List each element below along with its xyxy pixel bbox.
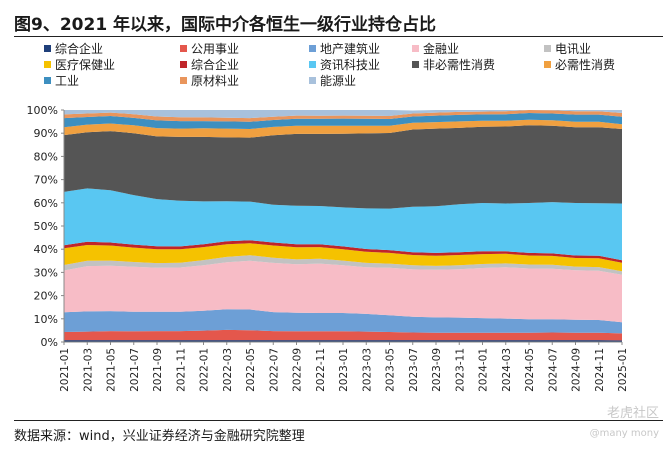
x-tick-label: 2022-05 xyxy=(245,348,257,392)
legend-label: 公用事业 xyxy=(191,42,240,56)
x-tick-label: 2023-09 xyxy=(431,348,443,392)
legend-label: 综合企业 xyxy=(55,42,104,56)
legend-item: 金融业 xyxy=(412,40,459,57)
x-tick-label: 2024-11 xyxy=(594,348,606,392)
x-tick-label: 2024-07 xyxy=(547,348,559,392)
legend-item: 原材料业 xyxy=(180,72,239,89)
legend-item: 能源业 xyxy=(309,72,356,89)
legend-swatch xyxy=(44,61,51,68)
x-tick-label: 2021-01 xyxy=(59,348,71,392)
legend-label: 工业 xyxy=(55,74,80,88)
y-tick-label: 80% xyxy=(34,150,58,163)
watermark-user: @many mony xyxy=(589,428,659,439)
legend-swatch xyxy=(180,45,187,52)
y-tick-label: 10% xyxy=(34,313,58,326)
legend-swatch xyxy=(412,45,419,52)
legend-label: 医疗保健业 xyxy=(55,58,116,72)
x-tick-label: 2022-07 xyxy=(268,348,280,392)
legend-item: 非必需性消费 xyxy=(412,56,495,73)
legend-item: 电讯业 xyxy=(544,40,591,57)
legend-label: 原材料业 xyxy=(191,74,240,88)
area-series-2 xyxy=(64,329,622,341)
y-tick-label: 70% xyxy=(34,174,58,187)
legend-item: 资讯科技业 xyxy=(309,56,380,73)
legend-swatch xyxy=(544,45,551,52)
legend-swatch xyxy=(180,77,187,84)
x-tick-label: 2021-11 xyxy=(175,348,187,392)
x-tick-label: 2022-09 xyxy=(292,348,304,392)
x-tick-label: 2021-09 xyxy=(152,348,164,392)
x-tick-label: 2023-03 xyxy=(361,348,373,392)
legend-item: 综合企业 xyxy=(44,40,103,57)
y-tick-label: 20% xyxy=(34,290,58,303)
area-series-4 xyxy=(64,260,622,323)
legend-label: 必需性消费 xyxy=(555,58,616,72)
footer-divider xyxy=(14,420,663,421)
legend-label: 电讯业 xyxy=(555,42,592,56)
area-series-3 xyxy=(64,309,622,334)
area-series-7 xyxy=(64,240,622,263)
x-tick-label: 2022-01 xyxy=(199,348,211,392)
x-tick-label: 2022-03 xyxy=(222,348,234,392)
x-tick-label: 2021-05 xyxy=(106,348,118,392)
y-tick-label: 60% xyxy=(34,197,58,210)
x-tick-label: 2023-05 xyxy=(385,348,397,392)
y-tick-label: 40% xyxy=(34,243,58,256)
area-series-12 xyxy=(64,110,622,122)
y-tick-label: 50% xyxy=(34,220,58,233)
legend-swatch xyxy=(180,61,187,68)
x-tick-label: 2025-01 xyxy=(617,348,629,392)
x-tick-label: 2023-11 xyxy=(454,348,466,392)
area-series-9 xyxy=(64,125,622,209)
legend-label: 金融业 xyxy=(423,42,460,56)
legend-label: 能源业 xyxy=(320,74,357,88)
legend-item: 工业 xyxy=(44,72,79,89)
legend-item: 综合企业 xyxy=(180,56,239,73)
legend-swatch xyxy=(309,61,316,68)
area-series-8 xyxy=(64,188,622,261)
x-tick-label: 2022-11 xyxy=(315,348,327,392)
title-bar: 图9、2021 年以来，国际中介各恒生一级行业持仓占比 xyxy=(14,6,663,37)
area-series-11 xyxy=(64,113,622,129)
chart-title: 图9、2021 年以来，国际中介各恒生一级行业持仓占比 xyxy=(14,15,437,35)
legend-swatch xyxy=(309,77,316,84)
legend-label: 综合企业 xyxy=(191,58,240,72)
legend-item: 医疗保健业 xyxy=(44,56,115,73)
x-tick-label: 2023-07 xyxy=(408,348,420,392)
x-tick-label: 2024-03 xyxy=(501,348,513,392)
area-series-5 xyxy=(64,255,622,275)
area-series-13 xyxy=(64,110,622,119)
x-tick-label: 2024-05 xyxy=(524,348,536,392)
y-tick-label: 0% xyxy=(41,336,58,349)
y-tick-label: 100% xyxy=(27,104,58,117)
legend-swatch xyxy=(544,61,551,68)
area-series-6 xyxy=(64,243,622,272)
x-tick-label: 2024-09 xyxy=(571,348,583,392)
legend-swatch xyxy=(412,61,419,68)
legend-swatch xyxy=(309,45,316,52)
x-tick-label: 2024-01 xyxy=(478,348,490,392)
legend-item: 地产建筑业 xyxy=(309,40,380,57)
watermark-brand: 老虎社区 xyxy=(606,406,659,421)
legend-item: 公用事业 xyxy=(180,40,239,57)
legend-item: 必需性消费 xyxy=(544,56,615,73)
legend-label: 资讯科技业 xyxy=(320,58,381,72)
data-source-note: 数据来源：wind，兴业证券经济与金融研究院整理 xyxy=(14,429,305,444)
x-tick-label: 2023-01 xyxy=(338,348,350,392)
area-series-10 xyxy=(64,119,622,138)
legend-label: 地产建筑业 xyxy=(320,42,381,56)
x-tick-label: 2021-07 xyxy=(129,348,141,392)
legend-swatch xyxy=(44,77,51,84)
legend-label: 非必需性消费 xyxy=(423,58,496,72)
y-tick-label: 30% xyxy=(34,266,58,279)
y-tick-label: 90% xyxy=(34,127,58,140)
x-tick-label: 2021-03 xyxy=(82,348,94,392)
legend-swatch xyxy=(44,45,51,52)
